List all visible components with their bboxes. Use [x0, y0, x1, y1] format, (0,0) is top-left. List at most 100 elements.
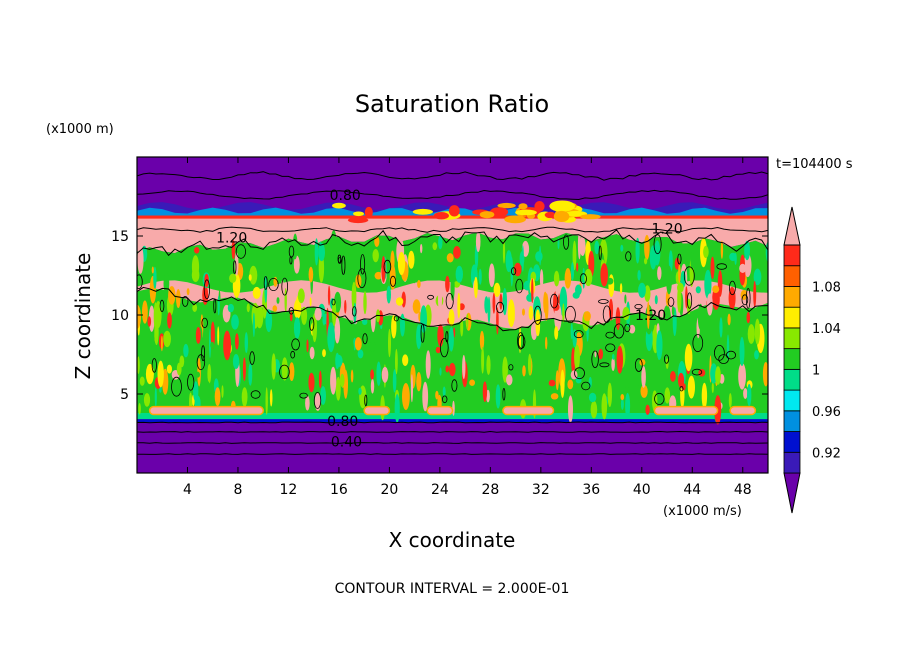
- convective-cell: [432, 242, 438, 251]
- convective-cell: [388, 328, 391, 358]
- convective-cell: [686, 298, 691, 315]
- convective-cell: [747, 383, 752, 407]
- contour-cell: [427, 294, 435, 300]
- convective-cell: [244, 332, 248, 354]
- convective-cell: [727, 313, 731, 326]
- contour-cell: [445, 292, 454, 310]
- convective-cell: [322, 349, 326, 358]
- contour-cell: [563, 234, 570, 250]
- convective-cell: [744, 240, 750, 261]
- convective-cell: [479, 330, 485, 351]
- convective-cell: [507, 299, 515, 328]
- convective-cell: [743, 388, 748, 399]
- convective-cell: [640, 384, 648, 398]
- convective-cell: [176, 362, 182, 376]
- convective-cell: [619, 283, 623, 294]
- convective-cell: [369, 341, 376, 352]
- tropopause-patch: [332, 202, 346, 209]
- convective-cell: [505, 250, 512, 273]
- convective-cell: [539, 245, 542, 266]
- convective-cell: [207, 381, 210, 399]
- contour-label: 1.20: [216, 231, 247, 247]
- convective-cell: [739, 336, 745, 367]
- convective-cell: [289, 311, 293, 322]
- convective-cell: [395, 297, 404, 306]
- convective-cell: [265, 387, 268, 415]
- convective-cell: [522, 308, 525, 316]
- convective-cell: [502, 287, 507, 316]
- x-tick-label: 44: [683, 482, 701, 498]
- convective-cell: [453, 246, 461, 259]
- contour-cell: [605, 343, 616, 353]
- colorbar-label: 0.92: [812, 446, 841, 461]
- convective-cell: [395, 348, 398, 375]
- x-axis-ticks: 4 8 12 16 20 24 28 32 36 40 44 48: [183, 157, 752, 498]
- convective-cell: [488, 263, 495, 288]
- convective-cell: [291, 283, 296, 295]
- convective-cell: [502, 356, 508, 383]
- convective-cell: [191, 268, 200, 283]
- convective-cell: [154, 387, 157, 407]
- contour-cell: [495, 301, 504, 314]
- contour-cell: [299, 392, 308, 399]
- convective-cell: [701, 382, 708, 409]
- convective-cell: [654, 295, 658, 305]
- contour-cell: [360, 254, 366, 275]
- convective-cell: [657, 266, 662, 280]
- convective-cell: [608, 274, 615, 298]
- convective-cell: [711, 382, 714, 394]
- cloud-base-pool: [729, 405, 757, 416]
- convective-cell: [528, 305, 534, 321]
- convective-cell: [293, 317, 301, 339]
- contour-cell: [729, 280, 736, 296]
- convective-cell: [567, 379, 574, 390]
- convective-cell: [271, 353, 276, 380]
- x-tick-label: 4: [183, 482, 192, 498]
- convective-cell: [137, 304, 141, 329]
- convective-cell: [235, 333, 239, 350]
- tropopause-patch: [518, 203, 528, 210]
- convective-cell: [397, 251, 406, 276]
- convective-cell: [425, 350, 431, 379]
- contour-cell: [634, 358, 643, 372]
- convective-cell: [217, 295, 220, 316]
- convective-cell: [583, 311, 591, 322]
- convective-cell: [163, 272, 170, 295]
- convective-cell: [572, 292, 580, 299]
- colorbar-bin: [783, 451, 801, 474]
- convective-cell: [543, 291, 548, 314]
- contour-cell: [605, 331, 615, 339]
- colorbar-under-arrow: [783, 472, 801, 514]
- convective-cell: [281, 357, 288, 381]
- contour-cell: [442, 395, 448, 404]
- convective-cell: [255, 305, 264, 329]
- contour-cell: [598, 245, 602, 261]
- contour-cell: [250, 390, 261, 399]
- contour-label: 0.40: [331, 435, 362, 451]
- convective-cell: [645, 404, 650, 415]
- contour-cell: [181, 295, 189, 307]
- contour-cell: [613, 323, 625, 339]
- convective-cell: [487, 296, 491, 324]
- convective-cell: [186, 288, 190, 296]
- convective-cell: [217, 326, 220, 346]
- contour-cell: [591, 350, 599, 369]
- contour-cell: [599, 362, 610, 368]
- convective-cell: [478, 268, 482, 285]
- contour-cell: [686, 292, 693, 309]
- x-tick-label: 12: [280, 482, 298, 498]
- contour-label: 1.20: [635, 308, 666, 324]
- convective-cell: [522, 365, 526, 377]
- convective-cell: [460, 318, 464, 337]
- contour-cell: [341, 255, 346, 275]
- convective-cell: [145, 363, 154, 385]
- convective-cell: [560, 369, 565, 398]
- contour-cell: [533, 305, 542, 325]
- convective-cell: [475, 231, 481, 253]
- convective-cell: [344, 299, 347, 314]
- convective-cell: [629, 324, 636, 334]
- convective-cell: [318, 370, 322, 389]
- contour-cell: [362, 333, 368, 345]
- convective-cell: [305, 395, 310, 411]
- convective-cell: [214, 387, 221, 406]
